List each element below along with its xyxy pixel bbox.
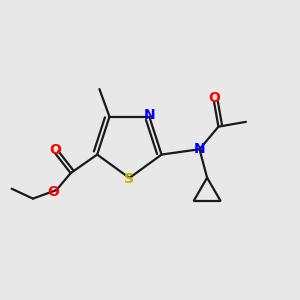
Text: N: N xyxy=(143,108,155,122)
Text: O: O xyxy=(208,91,220,105)
Text: N: N xyxy=(194,142,205,156)
Text: S: S xyxy=(124,172,134,186)
Text: O: O xyxy=(47,184,59,199)
Text: O: O xyxy=(49,143,61,157)
